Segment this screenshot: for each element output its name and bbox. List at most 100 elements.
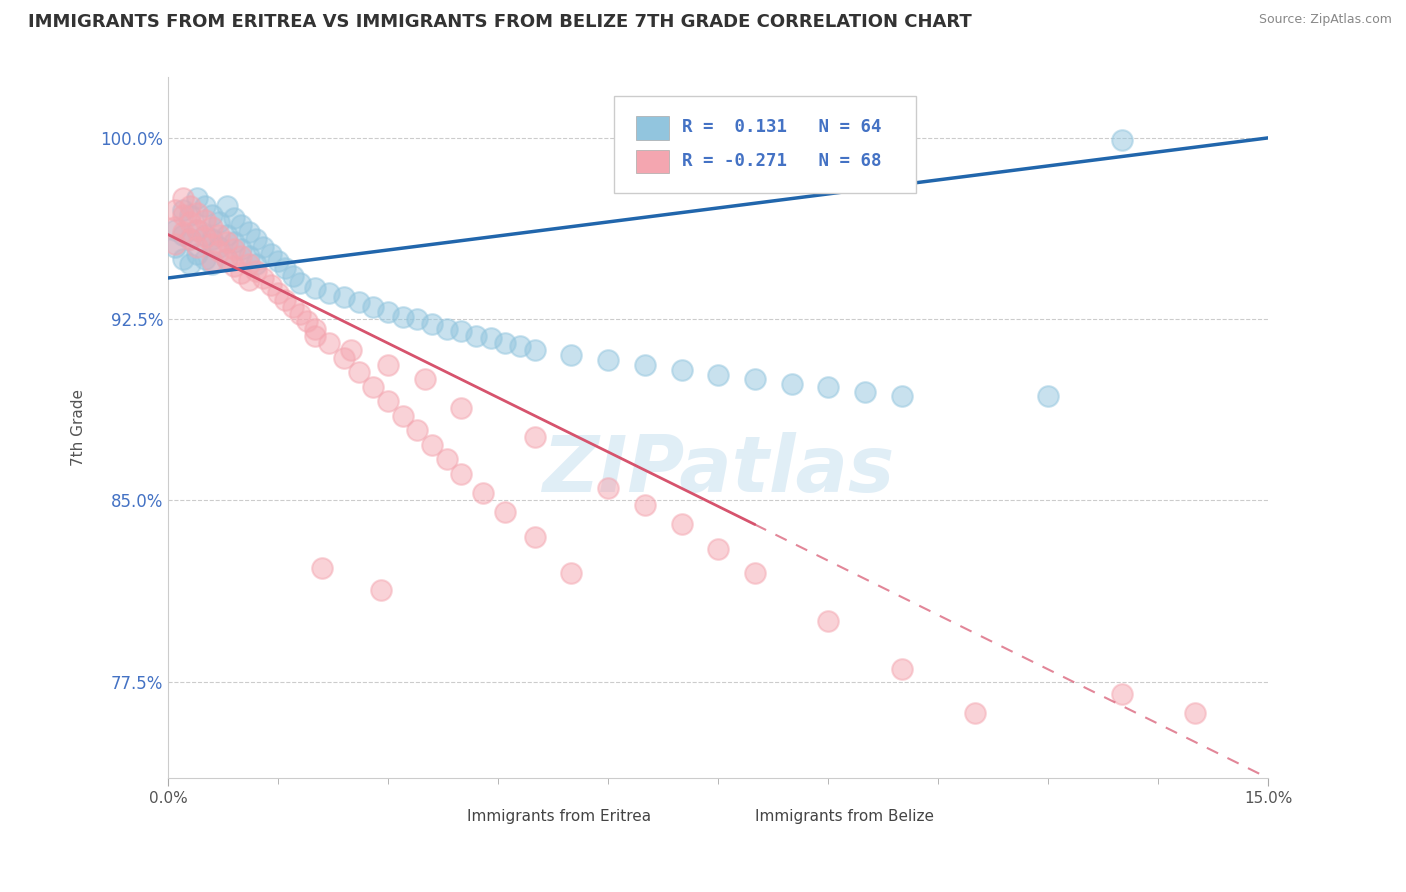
Point — [671, 363, 693, 377]
Point — [186, 191, 208, 205]
Point — [377, 394, 399, 409]
Point — [222, 259, 245, 273]
Point — [208, 215, 231, 229]
Point — [194, 213, 217, 227]
Point — [194, 227, 217, 242]
Point — [238, 256, 260, 270]
Point — [817, 614, 839, 628]
Text: Source: ZipAtlas.com: Source: ZipAtlas.com — [1258, 13, 1392, 27]
Point — [333, 290, 356, 304]
Point — [318, 336, 340, 351]
Point — [165, 239, 187, 253]
Point — [340, 343, 363, 358]
Point — [231, 266, 253, 280]
Point — [420, 317, 443, 331]
Point — [363, 300, 385, 314]
Point — [252, 239, 274, 253]
Point — [744, 566, 766, 580]
Point — [208, 239, 231, 253]
FancyBboxPatch shape — [613, 96, 917, 193]
Point — [288, 276, 311, 290]
Point — [304, 322, 326, 336]
Point — [671, 517, 693, 532]
Point — [260, 247, 283, 261]
Point — [186, 222, 208, 236]
Y-axis label: 7th Grade: 7th Grade — [72, 389, 86, 467]
Point — [494, 336, 516, 351]
Point — [391, 310, 413, 324]
Point — [406, 423, 429, 437]
Point — [165, 203, 187, 218]
Point — [215, 198, 238, 212]
Point — [231, 249, 253, 263]
Point — [238, 249, 260, 263]
Text: IMMIGRANTS FROM ERITREA VS IMMIGRANTS FROM BELIZE 7TH GRADE CORRELATION CHART: IMMIGRANTS FROM ERITREA VS IMMIGRANTS FR… — [28, 13, 972, 31]
Point — [194, 230, 217, 244]
Point — [560, 348, 582, 362]
Point — [1111, 687, 1133, 701]
Point — [274, 261, 297, 276]
Text: Immigrants from Belize: Immigrants from Belize — [755, 809, 934, 824]
Point — [963, 706, 986, 720]
Point — [333, 351, 356, 365]
Point — [450, 467, 472, 481]
Point — [179, 232, 201, 246]
Point — [252, 271, 274, 285]
Point — [165, 220, 187, 235]
Point — [634, 498, 657, 512]
Point — [598, 481, 620, 495]
Point — [238, 273, 260, 287]
Point — [436, 322, 458, 336]
Point — [172, 203, 194, 218]
Point — [311, 561, 333, 575]
Point — [297, 314, 319, 328]
Point — [281, 300, 304, 314]
Point — [509, 339, 531, 353]
Point — [634, 358, 657, 372]
Point — [450, 324, 472, 338]
Point — [494, 505, 516, 519]
Point — [377, 358, 399, 372]
Point — [817, 380, 839, 394]
Point — [267, 285, 290, 300]
Point — [450, 401, 472, 416]
Point — [363, 380, 385, 394]
Point — [288, 307, 311, 321]
Point — [1111, 133, 1133, 147]
Point — [165, 222, 187, 236]
Point — [267, 254, 290, 268]
Point — [274, 293, 297, 307]
Point — [377, 305, 399, 319]
Point — [707, 541, 730, 556]
Point — [370, 582, 392, 597]
Point — [523, 430, 546, 444]
Point — [179, 198, 201, 212]
Point — [201, 208, 224, 222]
Point — [172, 208, 194, 222]
Point — [1038, 389, 1060, 403]
Point — [186, 206, 208, 220]
Point — [472, 486, 495, 500]
Point — [281, 268, 304, 283]
Point — [260, 278, 283, 293]
Point — [436, 452, 458, 467]
Point — [194, 252, 217, 266]
Point — [523, 530, 546, 544]
Text: Immigrants from Eritrea: Immigrants from Eritrea — [467, 809, 651, 824]
Bar — [636, 116, 669, 140]
Point — [172, 227, 194, 242]
Point — [853, 384, 876, 399]
Point — [238, 225, 260, 239]
Point — [347, 365, 370, 379]
Point — [201, 220, 224, 235]
Point — [172, 252, 194, 266]
Point — [413, 372, 436, 386]
Point — [222, 211, 245, 225]
Point — [179, 232, 201, 246]
Point — [215, 235, 238, 249]
Text: R =  0.131   N = 64: R = 0.131 N = 64 — [682, 119, 882, 136]
Point — [890, 663, 912, 677]
Point — [179, 256, 201, 270]
Text: R = -0.271   N = 68: R = -0.271 N = 68 — [682, 152, 882, 169]
Bar — [749, 807, 776, 827]
